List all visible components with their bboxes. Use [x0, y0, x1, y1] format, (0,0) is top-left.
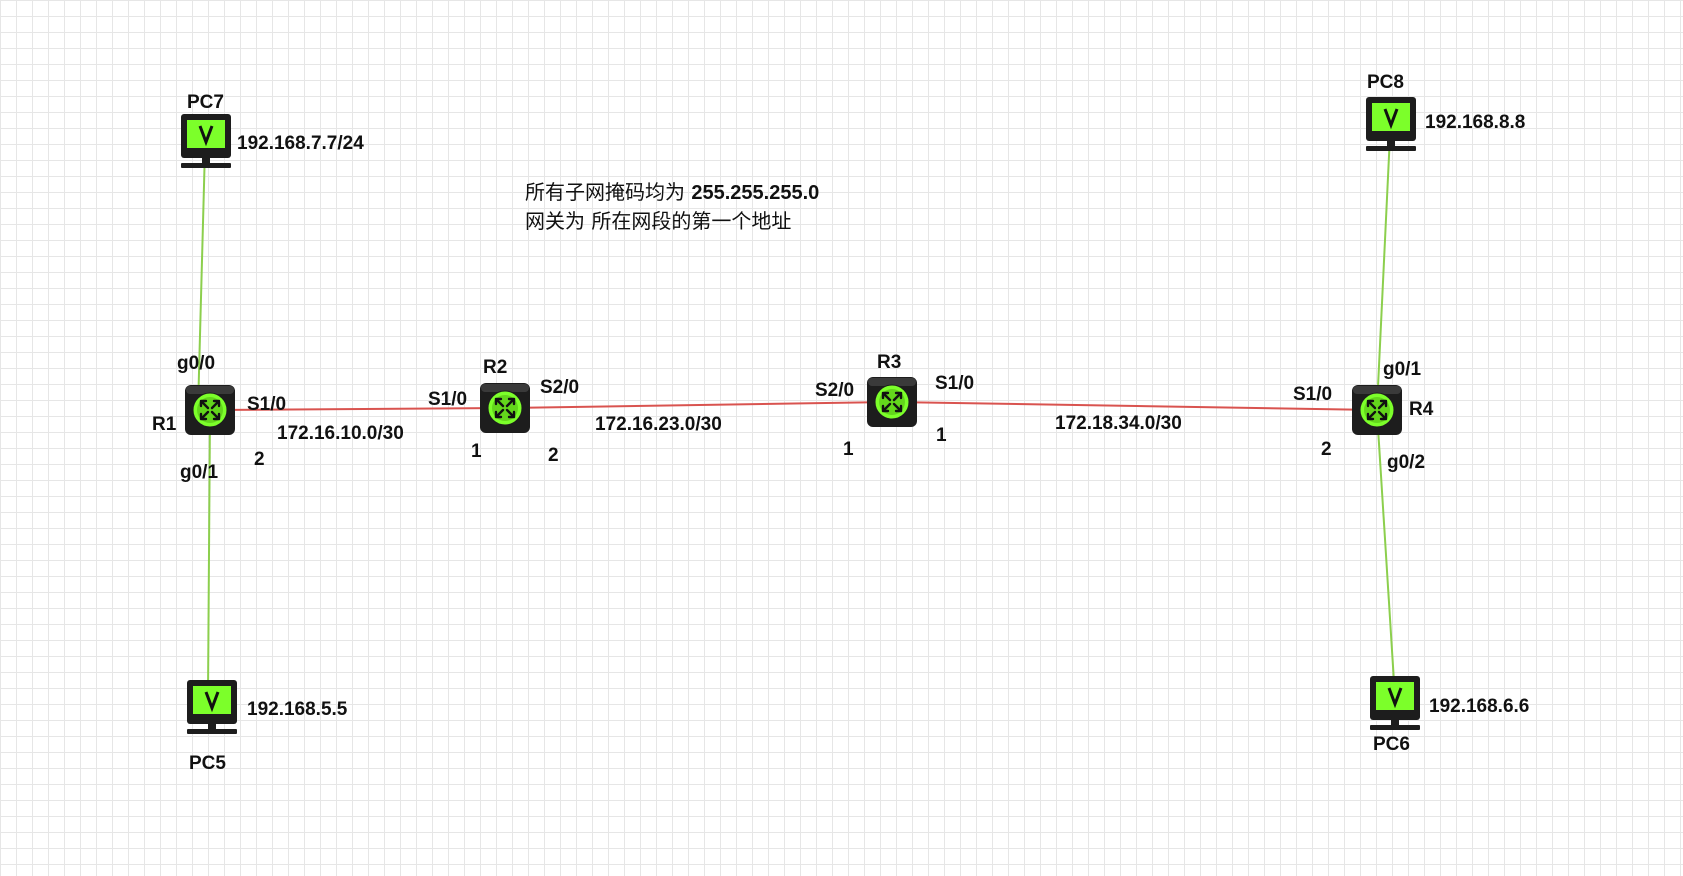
host-r2-1: 1: [471, 441, 482, 462]
port-r4-g0-1: g0/1: [1383, 359, 1422, 380]
host-r3-1: 1: [843, 439, 854, 460]
pc5-label: PC5: [189, 753, 226, 774]
port-r2-s1-0: S1/0: [428, 389, 468, 410]
network-r1-r2: 172.16.10.0/30: [277, 423, 404, 444]
pc6-icon[interactable]: [1368, 674, 1422, 732]
host-r1-2: 2: [254, 449, 265, 470]
link-r1-r2: [209, 407, 506, 411]
note-line-1: 所有子网掩码均为 255.255.255.0: [525, 178, 819, 207]
link-r4-pc8: [1376, 134, 1391, 409]
host-r4-2: 2: [1321, 439, 1332, 460]
pc7-icon[interactable]: [179, 112, 233, 170]
port-r1-g0-0: g0/0: [177, 353, 216, 374]
port-r3-s1-0: S1/0: [935, 373, 975, 394]
link-r1-pc7: [197, 147, 206, 411]
pc8-icon[interactable]: [1364, 95, 1418, 153]
link-r4-pc6: [1376, 411, 1396, 699]
host-r3-1b: 1: [936, 425, 947, 446]
network-r3-r4: 172.18.34.0/30: [1055, 413, 1182, 434]
link-r2-r3: [504, 401, 893, 409]
link-r1-pc5: [207, 411, 211, 696]
router-r2-icon[interactable]: [478, 381, 532, 435]
port-r4-g0-2: g0/2: [1387, 452, 1426, 473]
link-r3-r4: [891, 401, 1378, 411]
router-r3-label: R3: [877, 352, 902, 373]
router-r4-icon[interactable]: [1350, 383, 1404, 437]
pc7-ip: 192.168.7.7/24: [237, 133, 364, 154]
router-r2-label: R2: [483, 357, 508, 378]
pc5-ip: 192.168.5.5: [247, 699, 348, 720]
network-r2-r3: 172.16.23.0/30: [595, 414, 722, 435]
port-r1-g0-1: g0/1: [180, 462, 219, 483]
pc6-label: PC6: [1373, 734, 1410, 755]
router-r1-icon[interactable]: [183, 383, 237, 437]
router-r4-label: R4: [1409, 399, 1434, 420]
note-line-1-text: 所有子网掩码均为: [525, 180, 692, 204]
pc8-label: PC8: [1367, 72, 1404, 93]
pc5-icon[interactable]: [185, 678, 239, 736]
pc8-ip: 192.168.8.8: [1425, 112, 1526, 133]
note-line-1-value: 255.255.255.0: [691, 182, 820, 204]
router-r1-label: R1: [152, 414, 177, 435]
host-r2-2: 2: [548, 445, 559, 466]
router-r3-icon[interactable]: [865, 375, 919, 429]
note-box: 所有子网掩码均为 255.255.255.0 网关为 所在网段的第一个地址: [525, 178, 819, 235]
pc7-label: PC7: [187, 92, 224, 113]
port-r4-s1-0: S1/0: [1293, 384, 1333, 405]
port-r2-s2-0: S2/0: [540, 377, 580, 398]
port-r1-s1-0: S1/0: [247, 394, 287, 415]
note-line-2: 网关为 所在网段的第一个地址: [525, 209, 792, 233]
port-r3-s2-0: S2/0: [815, 380, 855, 401]
pc6-ip: 192.168.6.6: [1429, 696, 1530, 717]
